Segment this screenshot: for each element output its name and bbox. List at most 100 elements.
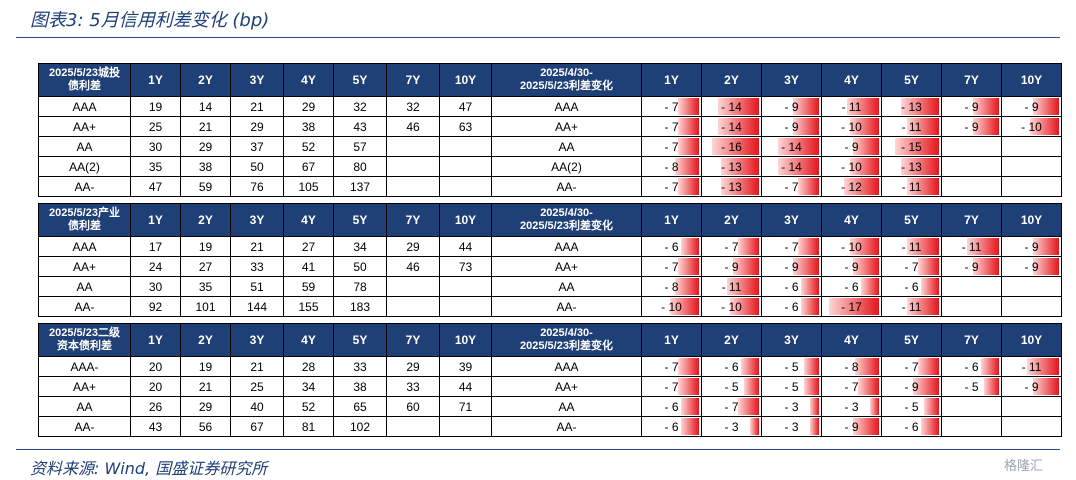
change-value: - 9 <box>844 139 859 154</box>
change-bar <box>681 418 699 435</box>
spread-change: - 11 <box>881 176 942 197</box>
change-cell: - 7 <box>703 398 761 416</box>
change-header: 2025/4/30- 2025/5/23利差变化 <box>491 323 642 357</box>
spread-change: - 10 <box>641 296 702 317</box>
change-value: - 8 <box>664 159 679 174</box>
spread-change: - 17 <box>821 296 882 317</box>
change-bar <box>844 178 879 195</box>
change-bar <box>850 238 879 255</box>
change-cell: - 5 <box>763 378 821 396</box>
spread-level: 21 <box>180 116 231 137</box>
change-bar <box>681 398 699 415</box>
change-value: - 11 <box>901 299 922 314</box>
change-cell: - 7 <box>703 238 761 256</box>
tenor-header: 5Y <box>333 323 387 357</box>
change-value: - 14 <box>781 139 802 154</box>
spread-level: 44 <box>439 236 492 257</box>
tenor-header: 4Y <box>283 63 334 97</box>
change-bar <box>858 378 879 395</box>
rating-label-change: AAA <box>491 356 642 377</box>
spread-change <box>941 396 1002 417</box>
spread-table: 2025/5/23产业 债利差 1Y 2Y 3Y 4Y 5Y 7Y 10Y 2025/4/30- 2… <box>38 203 1062 317</box>
change-value: - 9 <box>844 419 859 434</box>
watermark-logo: 格隆汇 <box>1004 458 1044 473</box>
change-bar <box>678 258 699 275</box>
change-value: - 7 <box>724 399 739 414</box>
change-bar <box>973 118 999 135</box>
rating-label-change: AA(2) <box>491 156 642 177</box>
change-cell: - 5 <box>883 398 941 416</box>
change-value: - 9 <box>784 119 799 134</box>
change-cell: - 9 <box>943 118 1001 136</box>
tenor-header: 5Y <box>333 63 387 97</box>
spread-level: 183 <box>333 296 387 317</box>
change-value: - 14 <box>721 119 742 134</box>
spread-level: 29 <box>180 136 231 157</box>
spread-level: 20 <box>130 376 181 397</box>
rating-label: AA- <box>38 296 131 317</box>
table-row: AA+ 20 21 25 34 38 33 44 AA+ - 7- 5- 5- 7- 9- 5- … <box>38 376 1062 397</box>
change-bar <box>853 418 879 435</box>
change-value: - 6 <box>724 359 739 374</box>
spread-change: - 7 <box>881 256 942 277</box>
change-cell: - 17 <box>823 298 881 316</box>
change-cell: - 14 <box>763 138 821 156</box>
spread-level: 102 <box>333 416 387 437</box>
change-bar <box>793 118 819 135</box>
change-bar <box>850 118 879 135</box>
change-cell: - 7 <box>883 358 941 376</box>
change-cell: - 9 <box>1003 258 1061 276</box>
table-row: AA+ 24 27 33 41 50 46 73 AA+ - 7- 9- 9- 9- 7- 9- … <box>38 256 1062 277</box>
change-cell: - 11 <box>1003 358 1061 376</box>
spread-level: 21 <box>230 96 284 117</box>
change-cell: - 13 <box>883 158 941 176</box>
tenor-header: 5Y <box>881 323 942 357</box>
rating-label: AAA- <box>38 356 131 377</box>
change-value: - 7 <box>724 239 739 254</box>
spread-change: - 6 <box>701 356 762 377</box>
change-cell: - 9 <box>703 258 761 276</box>
change-bar <box>793 98 819 115</box>
spread-change: - 3 <box>761 416 822 437</box>
change-bar <box>847 98 879 115</box>
table-row: AA(2) 35 38 50 67 80 AA(2) - 8- 13- 14- 10- 13 <box>38 156 1062 177</box>
spread-level: 14 <box>180 96 231 117</box>
change-cell: - 6 <box>643 238 701 256</box>
rating-label-change: AA <box>491 276 642 297</box>
level-header-line: 2025/5/23产业 <box>49 207 120 219</box>
tenor-header: 4Y <box>821 323 882 357</box>
change-bar <box>907 178 939 195</box>
change-cell: - 13 <box>883 98 941 116</box>
change-cell: - 9 <box>943 98 1001 116</box>
change-cell: - 11 <box>883 178 941 196</box>
spread-level <box>386 416 440 437</box>
tenor-header: 10Y <box>439 323 492 357</box>
change-cell: - 11 <box>823 98 881 116</box>
spread-change: - 9 <box>821 256 882 277</box>
change-cell: - 7 <box>643 258 701 276</box>
spread-level: 50 <box>333 256 387 277</box>
change-bar <box>853 258 879 275</box>
rating-label: AA <box>38 396 131 417</box>
change-cell: - 10 <box>823 118 881 136</box>
spread-level: 27 <box>283 236 334 257</box>
change-bar <box>804 378 819 395</box>
spread-change: - 9 <box>761 96 822 117</box>
table-row: AA 26 29 40 52 65 60 71 AA - 6- 7- 3- 3- 5 <box>38 396 1062 417</box>
change-value: - 9 <box>844 259 859 274</box>
spread-level: 24 <box>130 256 181 277</box>
change-value: - 17 <box>841 299 862 314</box>
rating-label: AA+ <box>38 116 131 137</box>
change-bar <box>750 418 759 435</box>
change-value: - 8 <box>844 359 859 374</box>
change-value: - 9 <box>724 259 739 274</box>
change-value: - 6 <box>784 299 799 314</box>
spread-change: - 11 <box>821 96 882 117</box>
change-cell: - 11 <box>943 238 1001 256</box>
spread-change: - 5 <box>881 396 942 417</box>
spread-level: 43 <box>130 416 181 437</box>
spread-change: - 14 <box>701 116 762 137</box>
spread-level: 20 <box>130 356 181 377</box>
tenor-header: 3Y <box>230 63 284 97</box>
spread-change: - 6 <box>641 396 702 417</box>
